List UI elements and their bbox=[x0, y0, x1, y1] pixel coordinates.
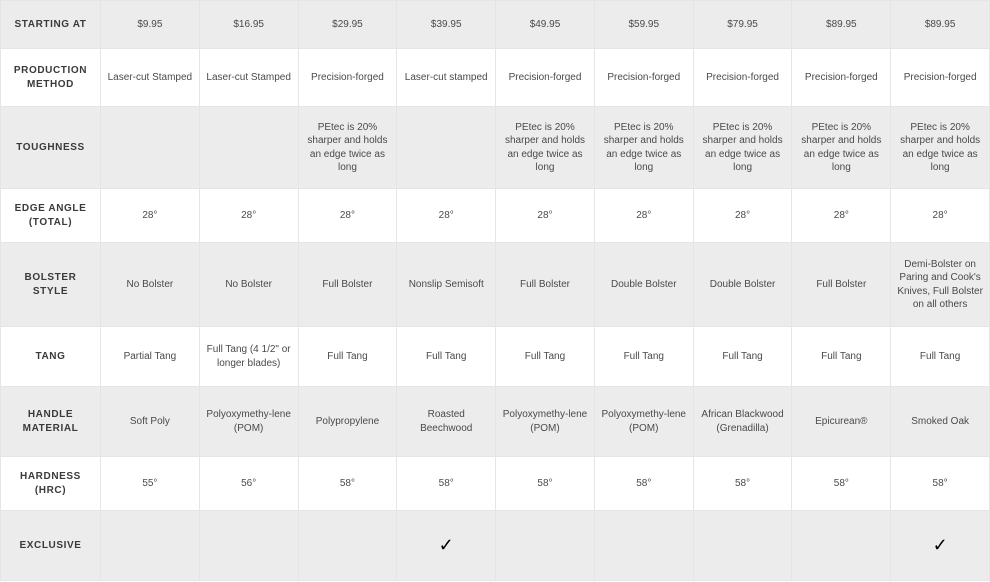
cell-hardness-hrc-7: 58° bbox=[792, 457, 891, 511]
cell-edge-angle-0: 28° bbox=[101, 189, 200, 243]
cell-starting-at-8: $89.95 bbox=[891, 1, 990, 49]
cell-hardness-hrc-8: 58° bbox=[891, 457, 990, 511]
cell-exclusive-5 bbox=[595, 511, 694, 581]
cell-production-method-7: Precision-forged bbox=[792, 49, 891, 107]
cell-tang-8: Full Tang bbox=[891, 327, 990, 387]
cell-hardness-hrc-5: 58° bbox=[595, 457, 694, 511]
cell-production-method-2: Precision-forged bbox=[299, 49, 398, 107]
cell-handle-material-0: Soft Poly bbox=[101, 387, 200, 457]
cell-starting-at-6: $79.95 bbox=[694, 1, 793, 49]
cell-bolster-style-3: Nonslip Semisoft bbox=[397, 243, 496, 327]
check-icon: ✓ bbox=[439, 533, 454, 557]
cell-handle-material-5: Polyoxymethy-lene (POM) bbox=[595, 387, 694, 457]
cell-starting-at-3: $39.95 bbox=[397, 1, 496, 49]
cell-tang-6: Full Tang bbox=[694, 327, 793, 387]
cell-tang-5: Full Tang bbox=[595, 327, 694, 387]
cell-hardness-hrc-3: 58° bbox=[397, 457, 496, 511]
cell-toughness-4: PEtec is 20% sharper and holds an edge t… bbox=[496, 107, 595, 189]
cell-toughness-1 bbox=[200, 107, 299, 189]
cell-tang-4: Full Tang bbox=[496, 327, 595, 387]
cell-exclusive-2 bbox=[299, 511, 398, 581]
cell-exclusive-1 bbox=[200, 511, 299, 581]
cell-toughness-6: PEtec is 20% sharper and holds an edge t… bbox=[694, 107, 793, 189]
cell-toughness-7: PEtec is 20% sharper and holds an edge t… bbox=[792, 107, 891, 189]
cell-tang-3: Full Tang bbox=[397, 327, 496, 387]
cell-bolster-style-1: No Bolster bbox=[200, 243, 299, 327]
cell-tang-2: Full Tang bbox=[299, 327, 398, 387]
cell-bolster-style-0: No Bolster bbox=[101, 243, 200, 327]
cell-hardness-hrc-6: 58° bbox=[694, 457, 793, 511]
cell-bolster-style-7: Full Bolster bbox=[792, 243, 891, 327]
row-label-edge-angle: EDGE ANGLE (TOTAL) bbox=[1, 189, 101, 243]
cell-toughness-2: PEtec is 20% sharper and holds an edge t… bbox=[299, 107, 398, 189]
cell-exclusive-7 bbox=[792, 511, 891, 581]
cell-bolster-style-2: Full Bolster bbox=[299, 243, 398, 327]
row-label-production-method: PRODUCTION METHOD bbox=[1, 49, 101, 107]
cell-toughness-8: PEtec is 20% sharper and holds an edge t… bbox=[891, 107, 990, 189]
cell-bolster-style-8: Demi-Bolster on Paring and Cook's Knives… bbox=[891, 243, 990, 327]
cell-handle-material-7: Epicurean® bbox=[792, 387, 891, 457]
cell-exclusive-6 bbox=[694, 511, 793, 581]
cell-edge-angle-8: 28° bbox=[891, 189, 990, 243]
check-icon: ✓ bbox=[933, 533, 948, 557]
cell-production-method-8: Precision-forged bbox=[891, 49, 990, 107]
row-label-toughness: TOUGHNESS bbox=[1, 107, 101, 189]
row-label-exclusive: EXCLUSIVE bbox=[1, 511, 101, 581]
cell-handle-material-4: Polyoxymethy-lene (POM) bbox=[496, 387, 595, 457]
cell-edge-angle-6: 28° bbox=[694, 189, 793, 243]
row-label-bolster-style: BOLSTER STYLE bbox=[1, 243, 101, 327]
cell-exclusive-3: ✓ bbox=[397, 511, 496, 581]
cell-starting-at-0: $9.95 bbox=[101, 1, 200, 49]
cell-exclusive-0 bbox=[101, 511, 200, 581]
cell-edge-angle-4: 28° bbox=[496, 189, 595, 243]
cell-tang-0: Partial Tang bbox=[101, 327, 200, 387]
cell-starting-at-2: $29.95 bbox=[299, 1, 398, 49]
cell-handle-material-8: Smoked Oak bbox=[891, 387, 990, 457]
cell-hardness-hrc-4: 58° bbox=[496, 457, 595, 511]
cell-production-method-4: Precision-forged bbox=[496, 49, 595, 107]
cell-handle-material-2: Polypropylene bbox=[299, 387, 398, 457]
cell-production-method-0: Laser-cut Stamped bbox=[101, 49, 200, 107]
comparison-table: STARTING AT $9.95 $16.95 $29.95 $39.95 $… bbox=[0, 0, 990, 581]
cell-production-method-1: Laser-cut Stamped bbox=[200, 49, 299, 107]
row-label-starting-at: STARTING AT bbox=[1, 1, 101, 49]
row-label-tang: TANG bbox=[1, 327, 101, 387]
cell-edge-angle-7: 28° bbox=[792, 189, 891, 243]
cell-handle-material-6: African Blackwood (Grenadilla) bbox=[694, 387, 793, 457]
cell-edge-angle-3: 28° bbox=[397, 189, 496, 243]
cell-hardness-hrc-1: 56° bbox=[200, 457, 299, 511]
cell-edge-angle-1: 28° bbox=[200, 189, 299, 243]
cell-exclusive-4 bbox=[496, 511, 595, 581]
cell-hardness-hrc-2: 58° bbox=[299, 457, 398, 511]
cell-starting-at-7: $89.95 bbox=[792, 1, 891, 49]
cell-edge-angle-2: 28° bbox=[299, 189, 398, 243]
cell-hardness-hrc-0: 55° bbox=[101, 457, 200, 511]
cell-production-method-5: Precision-forged bbox=[595, 49, 694, 107]
cell-production-method-6: Precision-forged bbox=[694, 49, 793, 107]
cell-starting-at-5: $59.95 bbox=[595, 1, 694, 49]
row-label-handle-material: HANDLE MATERIAL bbox=[1, 387, 101, 457]
cell-bolster-style-5: Double Bolster bbox=[595, 243, 694, 327]
cell-tang-7: Full Tang bbox=[792, 327, 891, 387]
cell-bolster-style-6: Double Bolster bbox=[694, 243, 793, 327]
cell-bolster-style-4: Full Bolster bbox=[496, 243, 595, 327]
cell-toughness-5: PEtec is 20% sharper and holds an edge t… bbox=[595, 107, 694, 189]
cell-production-method-3: Laser-cut stamped bbox=[397, 49, 496, 107]
cell-handle-material-1: Polyoxymethy-lene (POM) bbox=[200, 387, 299, 457]
row-label-hardness-hrc: HARDNESS (HRC) bbox=[1, 457, 101, 511]
cell-starting-at-4: $49.95 bbox=[496, 1, 595, 49]
cell-exclusive-8: ✓ bbox=[891, 511, 990, 581]
cell-toughness-0 bbox=[101, 107, 200, 189]
cell-starting-at-1: $16.95 bbox=[200, 1, 299, 49]
cell-toughness-3 bbox=[397, 107, 496, 189]
cell-tang-1: Full Tang (4 1/2" or longer blades) bbox=[200, 327, 299, 387]
cell-handle-material-3: Roasted Beechwood bbox=[397, 387, 496, 457]
cell-edge-angle-5: 28° bbox=[595, 189, 694, 243]
